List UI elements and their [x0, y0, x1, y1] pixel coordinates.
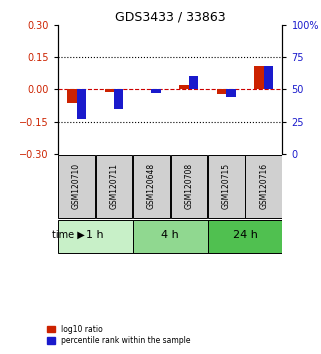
FancyBboxPatch shape: [170, 155, 207, 218]
FancyBboxPatch shape: [58, 220, 133, 253]
Legend: log10 ratio, percentile rank within the sample: log10 ratio, percentile rank within the …: [46, 323, 192, 347]
FancyBboxPatch shape: [245, 155, 282, 218]
Text: GSM120716: GSM120716: [259, 163, 268, 209]
Text: 24 h: 24 h: [233, 230, 257, 240]
FancyBboxPatch shape: [208, 220, 282, 253]
Title: GDS3433 / 33863: GDS3433 / 33863: [115, 11, 225, 24]
FancyBboxPatch shape: [58, 155, 95, 218]
Text: GSM120648: GSM120648: [147, 163, 156, 209]
FancyBboxPatch shape: [208, 155, 245, 218]
Bar: [179, 85, 189, 89]
Bar: [189, 76, 198, 89]
Bar: [67, 89, 76, 103]
Text: GSM120708: GSM120708: [184, 163, 193, 209]
Bar: [217, 89, 226, 94]
FancyBboxPatch shape: [133, 220, 208, 253]
Bar: [76, 89, 86, 119]
Bar: [152, 89, 161, 93]
Text: time ▶: time ▶: [52, 230, 85, 240]
Bar: [226, 89, 236, 97]
Bar: [264, 66, 273, 89]
FancyBboxPatch shape: [96, 155, 132, 218]
Text: 1 h: 1 h: [86, 230, 104, 240]
FancyBboxPatch shape: [133, 155, 170, 218]
Text: GSM120710: GSM120710: [72, 163, 81, 209]
Text: 4 h: 4 h: [161, 230, 179, 240]
Bar: [254, 66, 264, 89]
Bar: [114, 89, 123, 109]
Bar: [105, 89, 114, 92]
Text: GSM120715: GSM120715: [222, 163, 231, 209]
Text: GSM120711: GSM120711: [109, 163, 118, 209]
